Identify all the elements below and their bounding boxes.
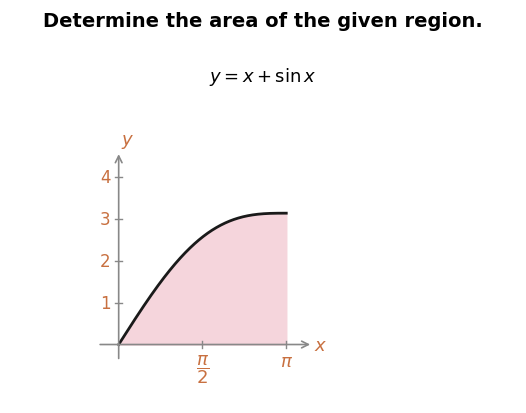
Text: $\pi$: $\pi$ bbox=[280, 352, 293, 370]
Text: 3: 3 bbox=[100, 211, 110, 228]
Text: Determine the area of the given region.: Determine the area of the given region. bbox=[43, 12, 483, 31]
Text: 2: 2 bbox=[100, 252, 110, 270]
Text: $\dfrac{\pi}{2}$: $\dfrac{\pi}{2}$ bbox=[196, 352, 209, 385]
Text: 4: 4 bbox=[100, 169, 110, 187]
Text: $x$: $x$ bbox=[314, 336, 327, 354]
Text: $y = x + \mathrm{sin}\,x$: $y = x + \mathrm{sin}\,x$ bbox=[209, 66, 317, 88]
Text: 1: 1 bbox=[100, 294, 110, 312]
Text: $y$: $y$ bbox=[122, 133, 135, 151]
